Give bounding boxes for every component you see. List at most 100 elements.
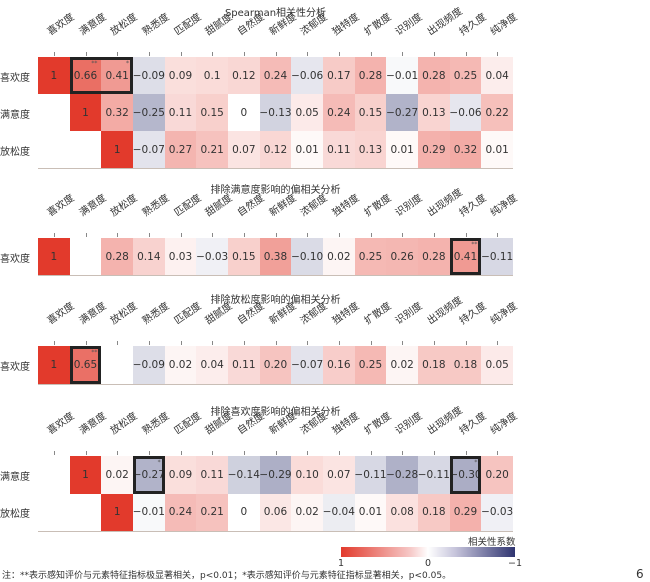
column-tick (243, 233, 245, 237)
heatmap-cell: −0.13 (259, 94, 292, 131)
column-tick (243, 341, 245, 345)
column-tick (307, 233, 309, 237)
cell-value: −0.25 (132, 106, 165, 119)
column-tick (402, 233, 404, 237)
heatmap-cell: −0.25 (133, 94, 165, 131)
heatmap-cell: 0.11 (228, 346, 260, 384)
cell-value: 1 (50, 250, 58, 263)
column-tick (465, 451, 467, 455)
heatmap-cell: 0.65 ** (69, 346, 102, 384)
significance-mark: ** (91, 349, 98, 356)
heatmap-cell: 0.13 (418, 94, 450, 131)
cell-value: 0.41 (105, 69, 129, 82)
heatmap-cell (38, 131, 70, 168)
heatmap-cell: 0.05 (481, 346, 513, 384)
heatmap-cell (69, 238, 102, 275)
significance-mark: * (157, 459, 161, 466)
heatmap-cell (69, 493, 102, 531)
column-tick (497, 341, 499, 345)
heatmap-cell: −0.28 (386, 456, 418, 494)
heatmap-cell: 0.29 (418, 131, 450, 168)
column-tick (402, 341, 404, 345)
cell-value: 0.24 (168, 506, 193, 519)
heatmap-cell: −0.06 (449, 94, 482, 131)
chart-title: 排除喜欢度影响的偏相关分析 (210, 407, 341, 418)
cell-value: 0.05 (295, 106, 319, 119)
heatmap-panel: 喜欢度 满意度 放松度 熟悉度 匹配度 甜腻度 自然度 新鲜度 浓郁度 独特度 扩散度 识别度 出现频度… (0, 295, 520, 385)
heatmap-cell: −0.11 (354, 456, 387, 494)
cell-value: 0.24 (327, 106, 351, 119)
cell-value: 0.02 (327, 250, 351, 263)
heatmap-cell: 0.04 (196, 346, 228, 384)
cell-value: 0.11 (232, 359, 256, 371)
row-label: 满意度 (0, 471, 30, 483)
cell-value: 0.09 (168, 468, 193, 481)
heatmap-cell: 0.11 (196, 456, 228, 494)
heatmap-cell: 0.25 (449, 57, 482, 94)
cell-value: 0.09 (168, 69, 193, 82)
heatmap-cell: 0.25 (354, 238, 387, 275)
cell-value: −0.06 (291, 69, 324, 82)
column-tick (307, 52, 309, 56)
cell-value: 1 (50, 359, 58, 371)
column-tick (85, 233, 87, 237)
cell-value: 0.20 (263, 359, 288, 371)
heatmap-cell: 0.03 (164, 238, 197, 275)
heatmap-cell: 0.08 (386, 493, 418, 531)
colorbar-tick: −1 (508, 558, 523, 569)
heatmap-cell: 1 (69, 456, 102, 494)
column-tick (53, 52, 55, 56)
row-label: 放松度 (0, 509, 30, 521)
heatmap-cell: 0.26 (386, 238, 418, 275)
significance-mark: * (474, 459, 478, 466)
colorbar-tick: 1 (338, 558, 345, 569)
cell-value: 0.26 (390, 250, 414, 263)
heatmap-cell: 0.18 (418, 493, 450, 531)
heatmap-cell: 0.15 (354, 94, 387, 131)
heatmap-panel: 喜欢度 满意度 放松度 熟悉度 匹配度 甜腻度 自然度 新鲜度 浓郁度 独特度 扩散度 识别度 出现频度… (0, 187, 520, 276)
heatmap-cell: 0.12 (259, 131, 292, 168)
cell-value: 0.25 (453, 69, 478, 82)
heatmap-cell: 0.38 (259, 238, 292, 275)
heatmap-cell: 0 (228, 493, 260, 531)
cell-value: 1 (82, 106, 89, 119)
heatmap-cell: −0.10 (291, 238, 323, 275)
cell-value: 0.38 (263, 250, 288, 263)
cell-value: 0.15 (200, 106, 224, 119)
column-tick (338, 341, 340, 345)
cell-value: 0.25 (358, 359, 383, 371)
column-tick (275, 233, 277, 237)
heatmap-cell: 0.24 (259, 57, 292, 94)
cell-value: 0.1 (203, 69, 221, 82)
cell-value: 1 (82, 468, 89, 481)
heatmap-cell: 0.16 (323, 346, 355, 384)
column-tick (497, 233, 499, 237)
heatmap-cell: −0.29 (259, 456, 292, 494)
heatmap-cell: −0.09 (133, 57, 165, 94)
cell-value: 0.07 (232, 143, 256, 156)
column-tick (180, 233, 182, 237)
heatmap-cell: 0.28 (418, 238, 450, 275)
cell-value: −0.27 (386, 106, 419, 119)
cell-value: −0.01 (132, 506, 165, 519)
column-tick (497, 52, 499, 56)
cell-value: 0.01 (295, 143, 319, 156)
cell-value: 0.27 (168, 143, 193, 156)
row-label: 满意度 (0, 109, 30, 121)
cell-value: 0.28 (358, 69, 383, 82)
cell-value: 0.28 (422, 69, 446, 82)
cell-value: 0.21 (200, 506, 224, 519)
cell-value: −0.11 (481, 250, 514, 263)
cell-value: 0.29 (422, 143, 446, 156)
cell-value: 0.16 (327, 359, 351, 371)
colorbar-tick: 0 (425, 558, 432, 569)
heatmap-cell: 0.01 (354, 493, 387, 531)
heatmap-cell (69, 131, 102, 168)
column-tick (370, 52, 372, 56)
heatmap-cell: 0.15 (196, 94, 228, 131)
heatmap-cell (101, 346, 133, 384)
cell-value: 0.28 (105, 250, 129, 263)
column-tick (370, 451, 372, 455)
cell-value: −0.14 (227, 468, 260, 481)
cell-value: 0.18 (422, 359, 446, 371)
